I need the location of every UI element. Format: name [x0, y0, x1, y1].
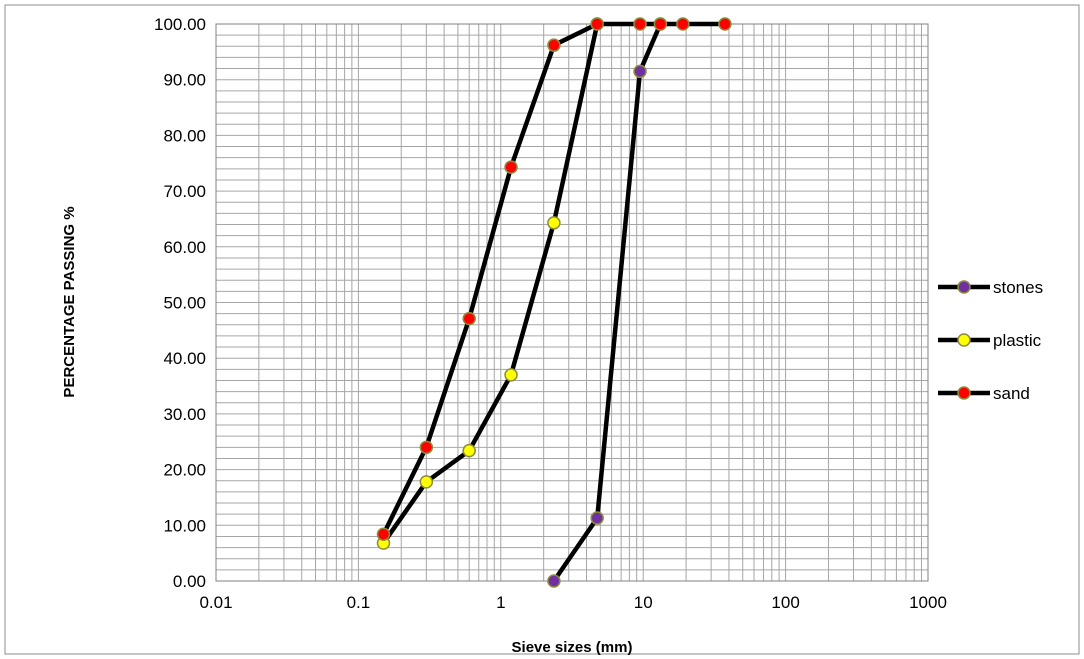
y-tick-label: 0.00 [173, 572, 206, 591]
y-axis-title: PERCENTAGE PASSING % [61, 206, 78, 397]
series-line-sand [381, 21, 725, 536]
legend-item-sand: sand [938, 384, 1030, 403]
data-point-sand [547, 38, 561, 52]
legend-marker [957, 386, 971, 400]
y-tick-label: 80.00 [163, 126, 206, 145]
series-sand [376, 17, 732, 541]
data-point-plastic [419, 475, 434, 489]
x-tick-label: 100 [771, 593, 799, 612]
data-point-sand [590, 17, 604, 31]
plot-area [215, 23, 929, 582]
legend-label: stones [993, 278, 1043, 297]
legend-label: sand [993, 384, 1030, 403]
y-axis: 0.00 10.00 20.00 30.00 40.00 50.00 60.00 70.00 8… [154, 15, 206, 591]
x-tick-label: 0.1 [347, 593, 371, 612]
series-line-plastic [381, 23, 600, 545]
y-tick-label: 30.00 [163, 405, 206, 424]
y-tick-label: 60.00 [163, 238, 206, 257]
data-point-plastic [504, 368, 518, 382]
data-point-sand [462, 311, 476, 326]
data-point-sand [504, 160, 518, 174]
x-tick-label: 1000 [909, 593, 947, 612]
grid [215, 23, 928, 582]
data-point-sand [633, 17, 647, 31]
legend-marker [957, 280, 971, 294]
data-point-sand [376, 527, 391, 541]
y-tick-label: 90.00 [163, 71, 206, 90]
y-tick-label: 20.00 [163, 461, 206, 480]
data-point-sand [676, 17, 690, 31]
x-tick-label: 1 [496, 593, 505, 612]
x-axis: 0.01 0.1 1 10 100 1000 [199, 593, 946, 612]
series-group [376, 17, 732, 588]
legend-label: plastic [993, 331, 1042, 350]
y-tick-label: 100.00 [154, 15, 206, 34]
data-point-stones [547, 574, 561, 588]
legend: stones plastic sand [938, 278, 1043, 403]
x-axis-title: Sieve sizes (mm) [512, 639, 633, 656]
data-point-stones [633, 64, 647, 79]
data-point-sand [419, 440, 434, 455]
x-tick-label: 0.01 [199, 593, 232, 612]
data-point-sand [653, 17, 668, 31]
data-point-plastic [462, 443, 476, 458]
data-point-plastic [547, 216, 561, 230]
data-point-sand [718, 17, 732, 31]
y-tick-label: 70.00 [163, 182, 206, 201]
legend-item-plastic: plastic [938, 331, 1042, 350]
legend-marker [957, 333, 971, 347]
y-tick-label: 10.00 [163, 516, 206, 535]
y-tick-label: 50.00 [163, 294, 206, 313]
legend-item-stones: stones [938, 278, 1043, 297]
data-point-stones [590, 511, 604, 525]
y-tick-label: 40.00 [163, 349, 206, 368]
x-tick-label: 10 [634, 593, 653, 612]
series-line-stones [552, 23, 663, 583]
